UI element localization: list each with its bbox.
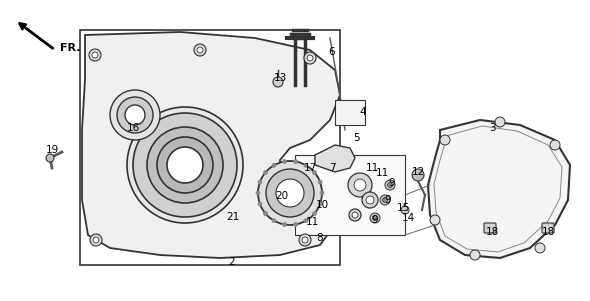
Circle shape bbox=[258, 202, 262, 206]
Text: 18: 18 bbox=[542, 227, 555, 237]
Circle shape bbox=[273, 77, 283, 87]
Polygon shape bbox=[82, 32, 340, 258]
Circle shape bbox=[299, 234, 311, 246]
Circle shape bbox=[401, 206, 409, 214]
Circle shape bbox=[258, 161, 322, 225]
Text: 20: 20 bbox=[276, 191, 289, 201]
Circle shape bbox=[318, 180, 322, 184]
Circle shape bbox=[388, 182, 392, 188]
Text: 18: 18 bbox=[486, 227, 499, 237]
Text: 11: 11 bbox=[375, 168, 389, 178]
Text: 19: 19 bbox=[45, 145, 58, 155]
Circle shape bbox=[92, 52, 98, 58]
Text: 3: 3 bbox=[489, 123, 496, 133]
FancyBboxPatch shape bbox=[80, 30, 340, 265]
FancyBboxPatch shape bbox=[542, 223, 554, 233]
Polygon shape bbox=[315, 145, 355, 172]
Circle shape bbox=[46, 154, 54, 162]
Circle shape bbox=[133, 113, 237, 217]
Text: 6: 6 bbox=[329, 47, 335, 57]
Circle shape bbox=[550, 140, 560, 150]
Circle shape bbox=[194, 44, 206, 56]
Circle shape bbox=[430, 215, 440, 225]
Text: 4: 4 bbox=[360, 107, 366, 117]
Circle shape bbox=[125, 105, 145, 125]
Text: 2: 2 bbox=[229, 257, 235, 267]
Circle shape bbox=[372, 216, 378, 221]
Circle shape bbox=[304, 52, 316, 64]
Circle shape bbox=[307, 55, 313, 61]
Circle shape bbox=[283, 160, 286, 163]
Circle shape bbox=[470, 250, 480, 260]
Circle shape bbox=[366, 196, 374, 204]
Text: FR.: FR. bbox=[60, 43, 80, 53]
Circle shape bbox=[276, 179, 304, 207]
Circle shape bbox=[283, 222, 286, 227]
Circle shape bbox=[197, 47, 203, 53]
FancyBboxPatch shape bbox=[335, 100, 365, 125]
Circle shape bbox=[127, 107, 243, 223]
Text: 8: 8 bbox=[317, 233, 323, 243]
Circle shape bbox=[272, 219, 276, 223]
Circle shape bbox=[266, 169, 314, 217]
Circle shape bbox=[304, 163, 308, 167]
Text: 9: 9 bbox=[385, 195, 391, 205]
Circle shape bbox=[495, 117, 505, 127]
Text: 9: 9 bbox=[372, 215, 378, 225]
Circle shape bbox=[294, 160, 297, 163]
Circle shape bbox=[385, 180, 395, 190]
Circle shape bbox=[167, 147, 203, 183]
Circle shape bbox=[313, 170, 316, 175]
Circle shape bbox=[370, 213, 380, 223]
Circle shape bbox=[440, 135, 450, 145]
Circle shape bbox=[93, 237, 99, 243]
Circle shape bbox=[352, 212, 358, 218]
Circle shape bbox=[294, 222, 297, 227]
Circle shape bbox=[380, 195, 390, 205]
Circle shape bbox=[110, 90, 160, 140]
Circle shape bbox=[264, 170, 267, 175]
Circle shape bbox=[258, 180, 262, 184]
Polygon shape bbox=[428, 120, 570, 258]
FancyBboxPatch shape bbox=[295, 155, 405, 235]
Circle shape bbox=[320, 191, 324, 195]
Text: 13: 13 bbox=[273, 73, 287, 83]
Circle shape bbox=[348, 173, 372, 197]
Text: 10: 10 bbox=[316, 200, 329, 210]
Circle shape bbox=[264, 212, 267, 216]
Text: 11: 11 bbox=[306, 217, 319, 227]
Circle shape bbox=[302, 237, 308, 243]
Circle shape bbox=[147, 127, 223, 203]
Circle shape bbox=[256, 191, 260, 195]
Text: 17: 17 bbox=[303, 163, 317, 173]
Text: 7: 7 bbox=[329, 163, 335, 173]
Circle shape bbox=[354, 179, 366, 191]
Circle shape bbox=[304, 219, 308, 223]
Circle shape bbox=[362, 192, 378, 208]
Text: 11: 11 bbox=[365, 163, 379, 173]
Circle shape bbox=[90, 234, 102, 246]
Circle shape bbox=[313, 212, 316, 216]
Circle shape bbox=[535, 243, 545, 253]
Circle shape bbox=[157, 137, 213, 193]
Text: 21: 21 bbox=[227, 212, 240, 222]
Text: 9: 9 bbox=[389, 178, 395, 188]
Circle shape bbox=[382, 197, 388, 203]
Text: 5: 5 bbox=[353, 133, 360, 143]
Circle shape bbox=[89, 49, 101, 61]
Circle shape bbox=[412, 169, 424, 181]
Circle shape bbox=[117, 97, 153, 133]
Text: 15: 15 bbox=[396, 203, 409, 213]
FancyBboxPatch shape bbox=[484, 223, 496, 233]
Text: 14: 14 bbox=[401, 213, 415, 223]
Text: 16: 16 bbox=[126, 123, 140, 133]
Circle shape bbox=[272, 163, 276, 167]
Circle shape bbox=[349, 209, 361, 221]
Text: 12: 12 bbox=[411, 167, 425, 177]
Circle shape bbox=[318, 202, 322, 206]
